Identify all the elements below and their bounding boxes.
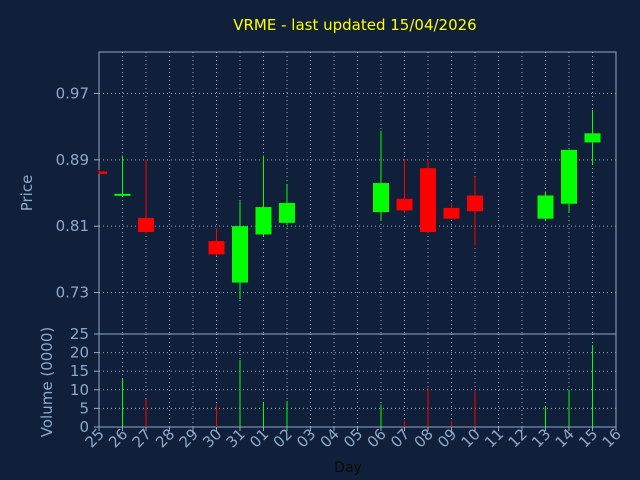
candle-body <box>208 241 225 255</box>
candle-27 <box>138 159 154 234</box>
candle-09 <box>443 202 460 220</box>
candle-02 <box>279 184 295 225</box>
volume-bars <box>122 345 593 427</box>
candles <box>98 110 601 300</box>
candle-06 <box>373 130 389 221</box>
candle-body <box>114 193 131 196</box>
price-tick-label: 0.89 <box>56 151 89 169</box>
candle-body <box>373 183 389 213</box>
price-axis-label: Price <box>18 175 36 212</box>
price-tick-label: 0.81 <box>56 217 89 235</box>
candle-10 <box>467 176 483 246</box>
candle-body <box>99 171 107 174</box>
candle-13 <box>537 191 554 221</box>
candle-body <box>561 149 577 204</box>
candle-31 <box>232 201 248 300</box>
chart-title: VRME - last updated 15/04/2026 <box>233 16 476 34</box>
candle-body <box>396 198 413 211</box>
candle-25 <box>98 169 107 174</box>
candle-body <box>467 195 483 212</box>
volume-axis-label: Volume (0000) <box>38 327 56 437</box>
candle-body <box>232 226 248 283</box>
candle-26 <box>114 155 131 197</box>
candle-body <box>420 168 436 232</box>
volume-tick-label: 0 <box>79 418 89 436</box>
price-y-ticks: 0.73 0.81 0.89 0.97 <box>56 84 99 302</box>
candle-body <box>443 207 460 219</box>
price-tick-label: 0.73 <box>56 284 89 302</box>
candle-body <box>279 202 295 223</box>
volume-tick-label: 10 <box>70 381 89 399</box>
candle-body <box>537 195 554 219</box>
volume-tick-label: 15 <box>70 362 89 380</box>
candle-14 <box>561 149 577 213</box>
candle-30 <box>208 227 225 257</box>
candle-07 <box>396 158 413 213</box>
candle-15 <box>584 110 601 165</box>
candle-body <box>584 133 601 143</box>
volume-tick-label: 25 <box>70 325 89 343</box>
candle-body <box>255 207 272 235</box>
x-tick-labels: 2526272829303101020304050607080910111213… <box>82 425 625 451</box>
candle-08 <box>420 159 436 233</box>
volume-tick-label: 5 <box>79 399 89 417</box>
candle-body <box>138 217 154 232</box>
price-tick-label: 0.97 <box>56 84 89 102</box>
candle-01 <box>255 155 272 237</box>
volume-tick-label: 20 <box>70 344 89 362</box>
x-axis-label: Day <box>334 460 362 476</box>
